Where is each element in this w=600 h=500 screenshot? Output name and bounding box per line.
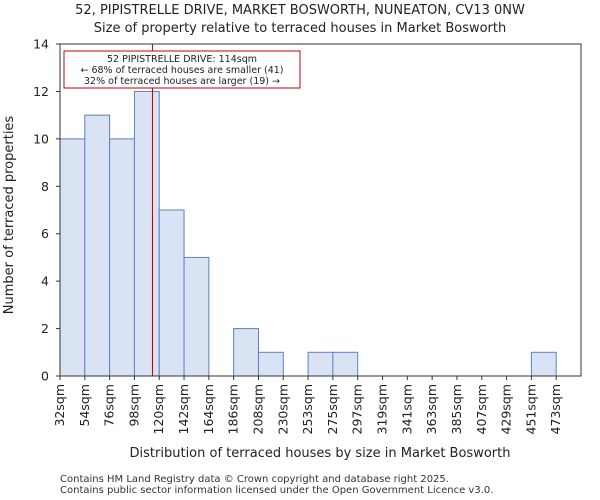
bar-208sqm [257,351,284,377]
bar-76sqm [109,138,135,377]
bar-186sqm [233,328,259,377]
x-ticks-group: 32sqm 54sqm 76sqm 98sqm 120sqm 142sqm 164sqm 18… [52,376,563,434]
x-tick-label: 120sqm [151,384,166,434]
y-tick-label: 0 [41,369,49,384]
x-tick-label: 54sqm [77,384,92,427]
y-tick-label: 14 [33,37,49,52]
chart-subtitle: Size of property relative to terraced ho… [94,21,507,36]
bar-253sqm [307,351,334,377]
x-tick-label: 32sqm [52,384,67,427]
bar-120sqm [158,209,185,377]
x-tick-label: 319sqm [375,384,390,434]
bar-32sqm [59,138,86,377]
y-tick-label: 12 [33,84,49,99]
footer-line-1: Contains HM Land Registry data © Crown c… [60,474,449,485]
x-tick-label: 297sqm [350,384,365,434]
bars-group [59,90,557,377]
x-tick-label: 385sqm [449,384,464,434]
bar-98sqm [133,90,160,377]
x-tick-label: 253sqm [300,384,315,434]
footer-line-2: Contains public sector information licen… [60,485,494,496]
x-axis-label: Distribution of terraced houses by size … [130,446,511,461]
x-tick-label: 363sqm [424,384,439,434]
x-tick-label: 208sqm [250,384,265,434]
x-tick-label: 164sqm [201,384,216,434]
bar-54sqm [84,114,111,377]
x-tick-label: 186sqm [226,384,241,434]
x-tick-label: 407sqm [474,384,489,434]
bar-451sqm [530,351,557,377]
annotation-line-2: ← 68% of terraced houses are smaller (41… [80,65,283,76]
x-tick-label: 275sqm [325,384,340,434]
y-tick-label: 4 [41,274,49,289]
x-tick-label: 473sqm [548,384,563,434]
y-axis-label: Number of terraced properties [2,116,17,315]
y-tick-label: 10 [33,131,49,146]
x-tick-label: 98sqm [126,384,141,427]
x-tick-label: 429sqm [499,384,514,434]
x-tick-label: 451sqm [523,384,538,434]
x-tick-label: 230sqm [275,384,290,434]
annotation-line-1: 52 PIPISTRELLE DRIVE: 114sqm [107,54,257,65]
annotation-line-3: 32% of terraced houses are larger (19) → [84,76,280,87]
y-tick-label: 2 [41,321,49,336]
bar-142sqm [183,256,210,377]
annotation-frame [63,50,301,89]
bar-275sqm [332,351,359,377]
x-tick-label: 341sqm [399,384,414,434]
y-tick-label: 6 [41,226,49,241]
annotation-box: 52 PIPISTRELLE DRIVE: 114sqm ← 68% of te… [63,50,301,89]
x-tick-label: 76sqm [102,384,117,427]
y-tick-label: 8 [41,179,49,194]
chart-title: 52, PIPISTRELLE DRIVE, MARKET BOSWORTH, … [75,3,525,18]
y-ticks-group: 0 2 4 6 8 10 12 14 [33,37,60,384]
plot-frame [59,43,582,377]
x-tick-label: 142sqm [176,384,191,434]
